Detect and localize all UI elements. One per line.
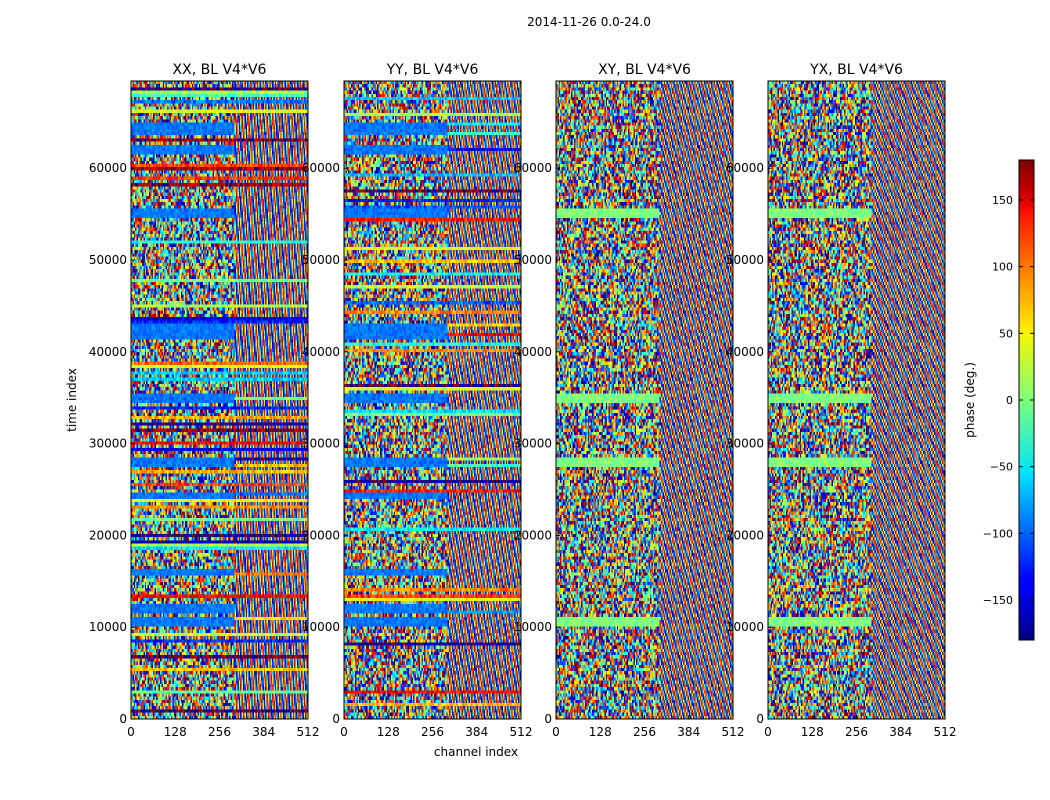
x-tick-label: 512	[722, 725, 745, 739]
y-tick-label: 20000	[89, 528, 127, 542]
y-tick-label: 50000	[514, 253, 552, 267]
y-tick-label: 50000	[302, 253, 340, 267]
y-tick-label: 40000	[89, 345, 127, 359]
y-tick-label: 40000	[514, 345, 552, 359]
y-tick-label: 60000	[89, 161, 127, 175]
panel-4: YX, BL V4*V6 0 128 256 384 512 0 10000 20000 3000…	[726, 62, 957, 739]
colorbar: 150 100 50 0 −50 −100 −150 phase (deg.)	[963, 159, 1035, 641]
y-tick-label: 20000	[302, 528, 340, 542]
colorbar-tick-label: 50	[999, 327, 1013, 340]
x-tick-label: 256	[208, 725, 231, 739]
y-tick-label: 30000	[514, 437, 552, 451]
x-tick-label: 256	[421, 725, 444, 739]
y-tick-label: 50000	[726, 253, 764, 267]
heatmap-image	[768, 81, 945, 719]
y-tick-label: 60000	[726, 161, 764, 175]
x-tick-label: 0	[340, 725, 348, 739]
colorbar-tick-label: 150	[992, 194, 1013, 207]
x-tick-label: 512	[934, 725, 957, 739]
x-tick-label: 128	[589, 725, 612, 739]
x-tick-label: 384	[252, 725, 275, 739]
y-tick-label: 0	[119, 712, 127, 726]
y-tick-label: 0	[544, 712, 552, 726]
x-tick-label: 128	[164, 725, 187, 739]
panel-3: XY, BL V4*V6 0 128 256 384 512 0 10000 20000 3000…	[514, 62, 745, 739]
y-tick-label: 10000	[302, 620, 340, 634]
y-axis-label: time index	[65, 368, 79, 432]
colorbar-tick-label: −50	[990, 461, 1013, 474]
x-axis-label: channel index	[434, 745, 518, 759]
x-tick-label: 384	[889, 725, 912, 739]
colorbar-ticks: 150 100 50 0 −50 −100 −150	[983, 194, 1034, 607]
panels-group: XX, BL V4*V6 0 128 256 384 512 0 10000 20000 3000…	[89, 62, 957, 739]
heatmap-image	[344, 81, 521, 719]
heatmap-image	[556, 81, 733, 719]
panel-1: XX, BL V4*V6 0 128 256 384 512 0 10000 20000 3000…	[89, 62, 320, 739]
y-tick-label: 60000	[514, 161, 552, 175]
x-tick-label: 0	[127, 725, 135, 739]
y-tick-label: 10000	[514, 620, 552, 634]
x-tick-label: 384	[465, 725, 488, 739]
y-tick-label: 20000	[514, 528, 552, 542]
y-tick-label: 30000	[89, 437, 127, 451]
x-tick-label: 128	[801, 725, 824, 739]
panel-title: XY, BL V4*V6	[598, 62, 691, 78]
panel-2: YY, BL V4*V6 0 128 256 384 512 0 10000 20000 3000…	[302, 62, 533, 739]
colorbar-tick-label: 0	[1006, 394, 1013, 407]
colorbar-label: phase (deg.)	[963, 362, 977, 438]
panel-title: YX, BL V4*V6	[809, 62, 903, 78]
y-tick-label: 10000	[89, 620, 127, 634]
colorbar-tick-label: −100	[983, 527, 1013, 540]
y-tick-label: 50000	[89, 253, 127, 267]
x-tick-label: 256	[845, 725, 868, 739]
colorbar-tick-label: 100	[992, 261, 1013, 274]
x-tick-label: 256	[633, 725, 656, 739]
x-tick-label: 384	[677, 725, 700, 739]
panel-title: XX, BL V4*V6	[173, 62, 267, 78]
y-tick-label: 30000	[726, 437, 764, 451]
x-tick-label: 0	[764, 725, 772, 739]
x-tick-label: 128	[377, 725, 400, 739]
y-tick-label: 20000	[726, 528, 764, 542]
y-tick-label: 30000	[302, 437, 340, 451]
y-tick-label: 60000	[302, 161, 340, 175]
y-tick-label: 0	[756, 712, 764, 726]
colorbar-tick-label: −150	[983, 594, 1013, 607]
y-tick-label: 40000	[726, 345, 764, 359]
x-tick-label: 512	[510, 725, 533, 739]
y-tick-label: 40000	[302, 345, 340, 359]
x-tick-label: 0	[552, 725, 560, 739]
heatmap-image	[131, 81, 308, 719]
panel-title: YY, BL V4*V6	[386, 62, 479, 78]
y-tick-label: 10000	[726, 620, 764, 634]
y-tick-label: 0	[332, 712, 340, 726]
figure-title: 2014-11-26 0.0-24.0	[527, 15, 651, 29]
x-tick-label: 512	[297, 725, 320, 739]
